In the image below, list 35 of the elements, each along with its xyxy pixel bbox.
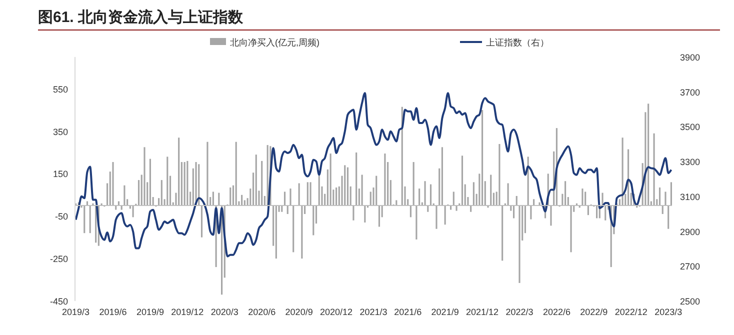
x-tick-label: 2019/9: [136, 307, 164, 317]
x-tick-label: 2020/6: [248, 307, 276, 317]
x-tick-label: 2022/3: [506, 307, 534, 317]
chart-title: 图61. 北向资金流入与上证指数: [38, 8, 244, 26]
y-tick-label: 550: [52, 84, 68, 94]
line-series: [74, 92, 672, 258]
y2-tick-label: 3500: [680, 122, 700, 132]
y-tick-label: -250: [50, 254, 68, 264]
legend-label: 上证指数（右）: [486, 38, 549, 48]
legend-label: 北向净买入(亿元,周频): [230, 38, 320, 48]
x-tick-label: 2022/9: [580, 307, 608, 317]
y-tick-label: 350: [52, 126, 68, 137]
x-tick-label: 2022/6: [542, 307, 570, 317]
y-tick-label: -450: [50, 296, 68, 306]
y2-tick-label: 2700: [680, 262, 700, 272]
y2-tick-label: 3700: [680, 87, 700, 98]
x-tick-label: 2019/3: [62, 307, 90, 317]
y2-tick-label: 3900: [680, 52, 700, 62]
x-tick-label: 2019/6: [99, 307, 127, 317]
x-tick-label: 2021/3: [360, 307, 388, 317]
y-tick-label: 150: [52, 169, 68, 180]
y-tick-label: -50: [54, 212, 68, 222]
x-tick-label: 2021/12: [466, 307, 499, 317]
x-tick-label: 2019/12: [171, 307, 204, 317]
x-tick-label: 2022/12: [614, 307, 648, 317]
x-tick-label: 2023/3: [654, 307, 682, 317]
x-tick-label: 2020/3: [210, 307, 238, 317]
y2-tick-label: 2900: [680, 226, 700, 237]
y2-tick-label: 2500: [680, 296, 700, 306]
y2-tick-label: 3100: [680, 192, 700, 202]
x-tick-label: 2021/6: [394, 307, 422, 317]
x-tick-label: 2020/12: [320, 307, 353, 317]
x-tick-label: 2020/9: [285, 307, 313, 317]
x-tick-label: 2021/9: [431, 307, 459, 317]
y2-tick-label: 3300: [680, 157, 700, 168]
